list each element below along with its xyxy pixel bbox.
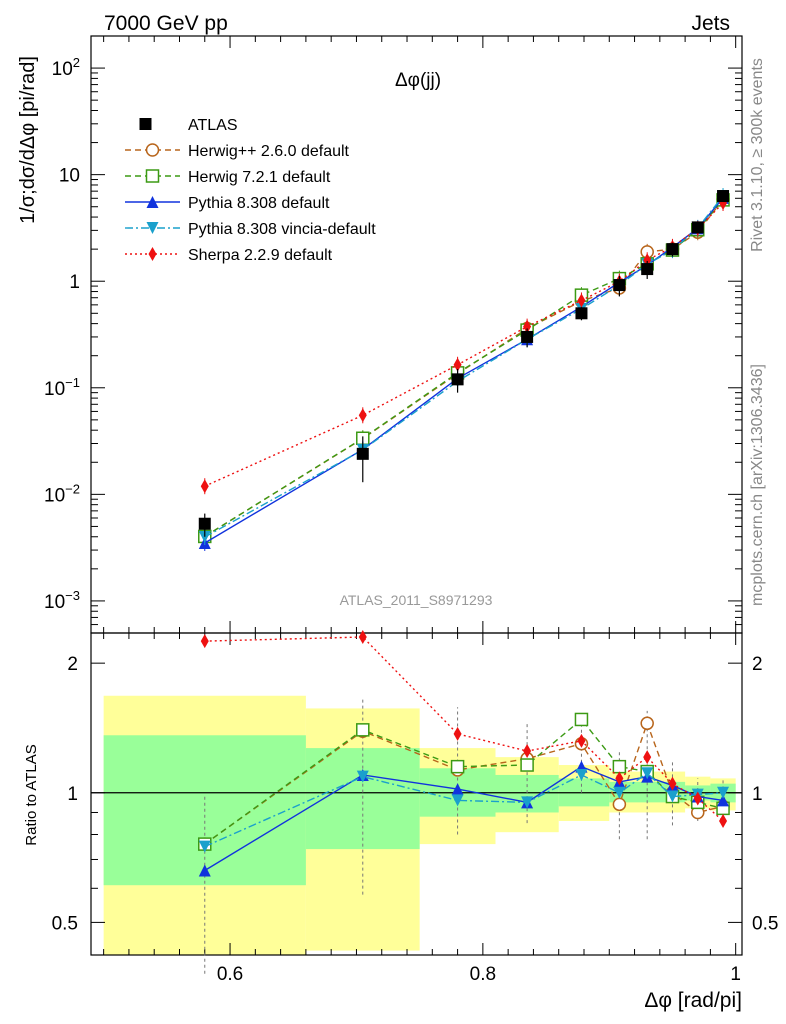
ratio-point-vincia: [717, 786, 730, 799]
x-tick-label: 0.6: [217, 964, 243, 985]
x-tick-label: 1: [730, 964, 741, 985]
ratio-line-vincia: [204, 772, 724, 848]
ratio-point-pythia: [198, 864, 211, 877]
ratio-line-herwig7: [204, 718, 724, 845]
ratio-point-sherpa: [643, 750, 652, 765]
header-process: Jets: [691, 12, 730, 35]
ratio-point-herwig7: [574, 712, 589, 727]
legend-label-atlas: ATLAS: [188, 117, 238, 134]
series-point-vincia: [198, 531, 211, 544]
ratio-point-sherpa: [693, 791, 702, 806]
legend-label-herwigpp: Herwig++ 2.6.0 default: [188, 143, 350, 160]
y-tick-label: 10−1: [44, 375, 80, 400]
ratio-line-sherpa: [204, 636, 724, 822]
legend-item-vincia: Pythia 8.308 vincia-default: [125, 221, 376, 238]
ratio-tick-label-right: 2: [752, 654, 763, 675]
series-point-sherpa: [523, 319, 532, 334]
series-line-vincia: [204, 195, 724, 538]
ratio-point-sherpa: [200, 634, 209, 649]
series-line-herwig7: [204, 199, 724, 538]
data-point: [575, 307, 588, 320]
ratio-point-sherpa: [453, 726, 462, 741]
legend-item-atlas: ATLAS: [139, 117, 238, 134]
legend-item-herwigpp: Herwig++ 2.6.0 default: [125, 143, 350, 160]
data-point: [356, 447, 369, 460]
ratio-point-herwigpp: [640, 716, 654, 731]
legend-marker-sherpa: [148, 247, 157, 261]
legend-label-pythia: Pythia 8.308 default: [188, 195, 330, 212]
data-point: [717, 190, 730, 203]
legend-marker-herwigpp: [145, 143, 160, 157]
ratio-point-sherpa: [668, 776, 677, 791]
ratio-point-herwig7: [520, 758, 534, 772]
ratio-point-vincia: [521, 796, 534, 809]
legend-label-vincia: Pythia 8.308 vincia-default: [188, 221, 376, 238]
ratio-point-sherpa: [577, 733, 586, 748]
legend-label-herwig7: Herwig 7.2.1 default: [188, 169, 331, 186]
ratio-point-herwig7: [356, 723, 370, 737]
ratio-point-herwigpp: [612, 797, 627, 812]
data-point: [613, 279, 626, 292]
series-point-sherpa: [358, 408, 367, 423]
data-point: [666, 243, 679, 256]
ratio-point-sherpa: [523, 744, 532, 759]
legend-item-herwig7: Herwig 7.2.1 default: [125, 169, 331, 186]
ratio-point-herwig7: [612, 759, 627, 774]
legend-marker-vincia: [146, 222, 159, 234]
y-tick-label: 102: [52, 55, 80, 80]
ratio-point-sherpa: [358, 630, 367, 645]
legend-item-pythia: Pythia 8.308 default: [125, 195, 330, 212]
header-energy: 7000 GeV pp: [104, 12, 228, 35]
ratio-frame: [90, 632, 743, 956]
ratio-tick-label-left: 2: [67, 654, 78, 675]
series-point-sherpa: [453, 357, 462, 372]
legend-item-sherpa: Sherpa 2.2.9 default: [125, 247, 333, 264]
x-tick-label: 0.8: [470, 964, 496, 985]
ratio-point-herwig7: [450, 759, 465, 774]
legend-marker-pythia: [146, 196, 159, 208]
mcplots-label: mcplots.cern.ch [arXiv:1306.3436]: [749, 364, 766, 606]
data-point: [641, 263, 654, 276]
y-axis-label: 1/σ;dσ/dΔφ [pi/rad]: [17, 56, 39, 224]
legend-marker-atlas: [139, 118, 152, 130]
series-point-sherpa: [200, 479, 209, 494]
ratio-point-vincia: [666, 790, 679, 803]
ratio-point-vincia: [198, 840, 211, 853]
data-point: [521, 330, 534, 343]
ratio-point-vincia: [451, 794, 464, 807]
chart-title: Δφ(jj): [395, 70, 441, 91]
data-point: [198, 517, 211, 530]
ratio-line-herwigpp: [204, 721, 724, 845]
series-line-sherpa: [204, 202, 724, 487]
data-point: [691, 221, 704, 234]
ratio-axis-label: Ratio to ATLAS: [23, 744, 40, 845]
legend-marker-herwig7: [145, 169, 160, 183]
ratio-point-vincia: [613, 786, 626, 799]
ratio-tick-label-right: 0.5: [752, 913, 778, 934]
ratio-tick-label-right: 1: [752, 784, 763, 805]
ratio-point-pythia: [451, 783, 464, 796]
ratio-point-pythia: [717, 794, 730, 807]
analysis-label: ATLAS_2011_S8971293: [340, 592, 493, 608]
legend-label-sherpa: Sherpa 2.2.9 default: [188, 247, 333, 264]
ratio-point-sherpa: [719, 813, 728, 828]
ratio-point-sherpa: [615, 771, 624, 786]
rivet-label: Rivet 3.1.10, ≥ 300k events: [749, 58, 766, 252]
ratio-point-vincia: [356, 770, 369, 783]
ratio-tick-label-left: 0.5: [52, 913, 78, 934]
ratio-point-vincia: [575, 768, 588, 781]
series-point-sherpa: [577, 293, 586, 308]
ratio-point-vincia: [641, 767, 654, 780]
y-tick-label: 10−2: [44, 481, 80, 506]
y-tick-label: 1: [69, 272, 80, 293]
y-tick-label: 10: [59, 166, 80, 187]
y-tick-label: 10−3: [44, 588, 80, 613]
data-point: [451, 373, 464, 386]
x-axis-label: Δφ [rad/pi]: [644, 989, 742, 1012]
ratio-tick-label-left: 1: [67, 784, 78, 805]
